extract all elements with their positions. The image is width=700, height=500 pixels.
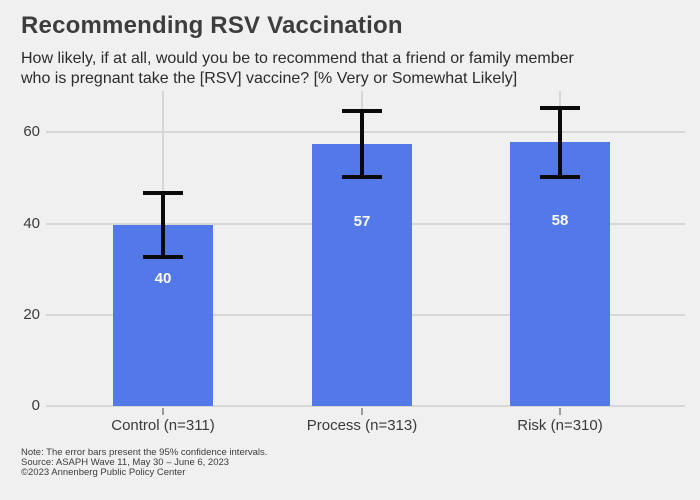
footnote-note: Note: The error bars present the 95% con… [21, 447, 268, 458]
chart-footnotes: Note: The error bars present the 95% con… [21, 448, 267, 478]
footnote-source: Source: ASAPH Wave 11, May 30 – June 6, … [21, 457, 230, 468]
error-bar-cap-bottom-risk [540, 174, 580, 179]
error-bar-cap-bottom-control [143, 254, 183, 259]
footnote-copyright: ©2023 Annenberg Public Policy Center [21, 467, 186, 478]
error-bar-line-risk [558, 107, 562, 177]
x-category-label-risk: Risk (n=310) [517, 417, 603, 434]
x-tick-risk [559, 408, 561, 415]
bar-value-label-risk: 58 [551, 212, 569, 230]
y-tick-label: 0 [31, 397, 40, 414]
bar-value-label-process: 57 [353, 213, 371, 231]
y-gridline [46, 131, 685, 134]
y-tick-label: 40 [23, 214, 40, 232]
y-tick-label: 60 [23, 123, 40, 141]
error-bar-line-control [161, 192, 165, 257]
error-bar-cap-bottom-process [342, 174, 382, 179]
chart-subtitle-line2: who is pregnant take the [RSV] vaccine? … [21, 70, 518, 87]
chart-title: Recommending RSV Vaccination [21, 12, 403, 39]
chart-subtitle-line1: How likely, if at all, would you be to r… [21, 50, 574, 67]
error-bar-line-process [360, 111, 364, 177]
y-tick-label: 20 [23, 305, 40, 323]
x-tick-control [162, 408, 164, 415]
error-bar-cap-top-process [342, 109, 382, 114]
bar-risk [510, 141, 610, 406]
x-tick-process [361, 408, 363, 415]
x-category-label-process: Process (n=313) [306, 417, 418, 434]
x-category-label-control: Control (n=311) [111, 417, 215, 434]
error-bar-cap-top-risk [540, 105, 580, 110]
error-bar-cap-top-control [143, 190, 183, 195]
chart-subtitle: How likely, if at all, would you be to r… [21, 49, 574, 89]
bar-value-label-control: 40 [154, 270, 172, 288]
y-gridline [46, 405, 685, 407]
bar-process [312, 143, 412, 406]
